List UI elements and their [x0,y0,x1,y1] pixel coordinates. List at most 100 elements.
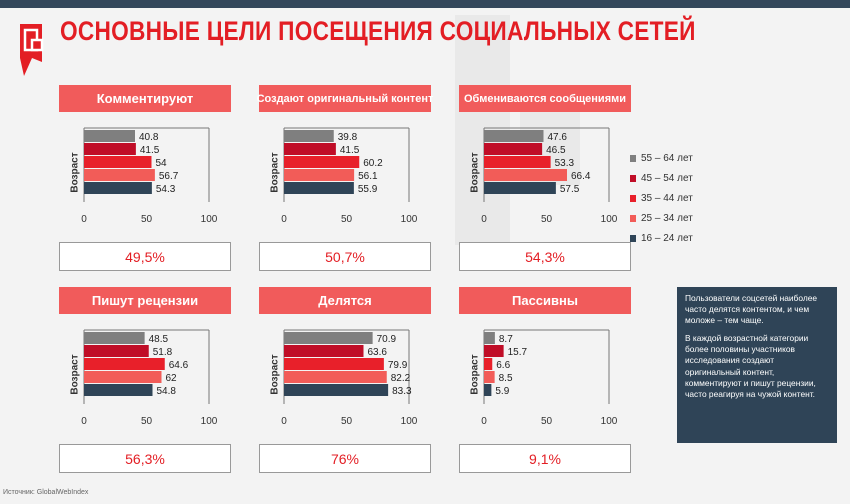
legend-item: 25 – 34 лет [630,208,708,228]
bar [84,332,145,344]
bar-chart: 39.8 41.560.2 56.1 55.9 0 50 100 [281,127,418,225]
data-label: 41.5 [140,145,160,156]
result-box: 56,3% [59,444,231,473]
chart-title: Создают оригинальный контент [257,85,433,112]
data-label: 70.9 [377,334,397,345]
bar [84,384,153,396]
chart-title: Пассивны [459,287,631,314]
x-tick-label: 50 [341,214,353,225]
x-tick-label: 100 [201,416,218,427]
bar [484,371,495,383]
bar-chart: 47.6 46.5 53.3 66.4 57.5 0 50 100 [481,127,618,225]
data-label: 62 [166,373,178,384]
legend: 55 – 64 лет 45 – 54 лет 35 – 44 лет 25 –… [630,148,708,248]
bar [484,182,556,194]
data-label: 6.6 [496,360,510,371]
bar [84,156,152,168]
data-label: 51.8 [153,347,173,358]
bar [284,384,389,396]
x-tick-label: 100 [401,214,418,225]
data-label: 8.5 [499,373,513,384]
page-title: ОСНОВНЫЕ ЦЕЛИ ПОСЕЩЕНИЯ СОЦИАЛЬНЫХ СЕТЕЙ [60,16,696,46]
data-label: 83.3 [392,386,412,397]
data-label: 54.8 [157,386,177,397]
data-label: 41.5 [340,145,360,156]
x-tick-label: 0 [81,214,87,225]
legend-swatch [630,194,636,202]
chart-panel: Делятся Возраст 70.9 63.6 79.9 82.2 83.3 0 50 100… [259,287,439,483]
bar [84,345,149,357]
data-label: 48.5 [149,334,169,345]
bar [484,384,492,396]
x-tick-label: 0 [281,214,287,225]
data-label: 60.2 [363,158,383,169]
x-tick-label: 0 [81,416,87,427]
data-label: 55.9 [358,184,378,195]
bar [284,345,364,357]
bar-chart: 8.7 15.7 6.6 8.5 5.9 0 50 100 [481,329,618,427]
bar-chart: 40.8 41.5 54 56.7 54.3 0 50 100 [81,127,218,225]
data-label: 54.3 [156,184,176,195]
bar [284,358,384,370]
legend-item: 55 – 64 лет [630,148,708,168]
bar [284,130,334,142]
result-box: 76% [259,444,431,473]
chart-title: Делятся [259,287,431,314]
bar [84,358,165,370]
data-label: 56.7 [159,171,179,182]
legend-label: 35 – 44 лет [641,192,693,204]
data-label: 46.5 [546,145,566,156]
bar [484,332,495,344]
bar [484,345,504,357]
data-label: 47.6 [548,132,568,143]
data-label: 8.7 [499,334,513,345]
legend-label: 25 – 34 лет [641,212,693,224]
bar [84,143,136,155]
data-label: 54 [156,158,168,169]
data-label: 57.5 [560,184,580,195]
x-tick-label: 100 [601,416,618,427]
data-label: 5.9 [495,386,509,397]
data-label: 15.7 [508,347,528,358]
bar [284,182,354,194]
legend-swatch [630,174,636,182]
legend-label: 55 – 64 лет [641,152,693,164]
bar [84,182,152,194]
logo-icon [20,24,44,76]
x-tick-label: 50 [541,416,553,427]
source-label: Источник: GlobalWebIndex [3,489,89,496]
x-tick-label: 50 [341,416,353,427]
result-box: 49,5% [59,242,231,271]
x-tick-label: 100 [401,416,418,427]
legend-label: 16 – 24 лет [641,232,693,244]
legend-label: 45 – 54 лет [641,172,693,184]
data-label: 82.2 [391,373,411,384]
bar [284,169,355,181]
legend-item: 45 – 54 лет [630,168,708,188]
bar [84,371,162,383]
bar [484,143,543,155]
bar [484,169,567,181]
bar [284,332,373,344]
legend-item: 16 – 24 лет [630,228,708,248]
result-box: 54,3% [459,242,631,271]
data-label: 66.4 [571,171,591,182]
data-label: 56.1 [358,171,378,182]
data-label: 64.6 [169,360,189,371]
chart-panel: Комментируют Возраст 40.8 41.5 54 56.7 54.3 0 50… [59,85,239,281]
chart-title: Пишут рецензии [59,287,231,314]
x-tick-label: 100 [201,214,218,225]
data-label: 53.3 [555,158,575,169]
legend-swatch [630,214,636,222]
x-tick-label: 0 [481,214,487,225]
x-tick-label: 0 [281,416,287,427]
chart-panel: Создают оригинальный контент Возраст 39.8 4… [257,85,439,281]
bar [484,156,551,168]
data-label: 39.8 [338,132,358,143]
chart-panel: Пассивны Возраст 8.7 15.7 6.6 8.5 5.9 0 50 100 9,1… [459,287,639,483]
data-label: 63.6 [368,347,388,358]
result-box: 9,1% [459,444,631,473]
result-box: 50,7% [259,242,431,271]
bar [484,130,544,142]
data-label: 40.8 [139,132,159,143]
